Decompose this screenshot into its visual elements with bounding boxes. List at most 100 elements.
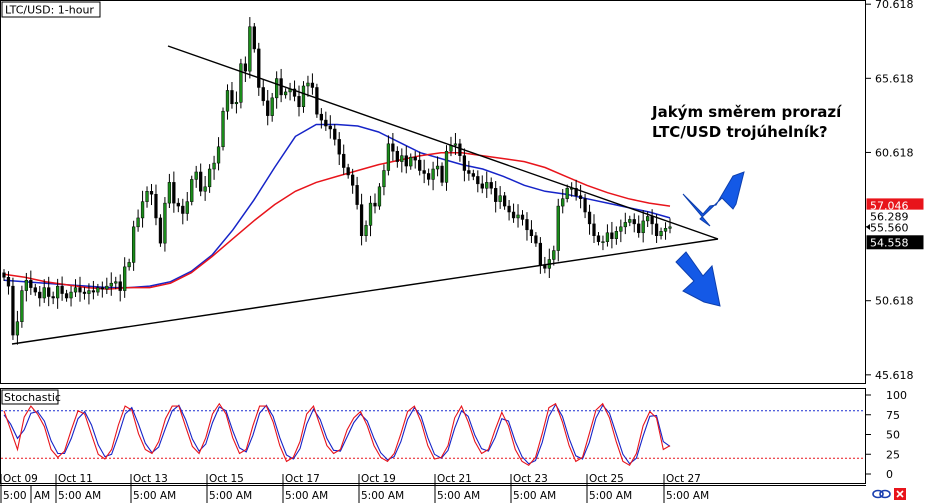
candle-bear [33,287,37,293]
candle-bear [261,87,265,102]
date-label: Oct 21 [437,473,472,485]
candle-bull [561,198,565,207]
stochastic-tick-label: 100 [886,389,907,402]
candle-bear [520,214,525,220]
candle-bear [337,139,341,155]
candle-bear [418,159,422,171]
candle-bear [51,296,55,299]
candle-bear [82,291,87,294]
candle-bull [87,290,91,294]
candle-bull [377,186,382,207]
candle-bear [310,82,315,88]
candle-bull [239,63,243,103]
stochastic-lines [3,402,671,467]
candle-bull [270,97,274,116]
candle-bull [15,321,20,336]
candle-bull [185,201,189,214]
candle-bull [435,165,440,170]
candle-bull [453,143,458,146]
time-label: 5:00 AM [437,490,480,502]
stochastic-levels [1,410,865,459]
date-label: Oct 27 [666,473,701,485]
candle-bear [29,279,33,288]
candle-bear [2,272,6,278]
stochastic-label: Stochastic [4,391,61,404]
candle-bull [275,78,279,99]
candle-bear [543,265,547,269]
candle-bear [462,155,467,171]
candle-bear [511,211,516,219]
candle-bear [426,173,431,180]
candle-bull [301,85,306,107]
candle-bear [359,204,364,236]
time-label: 5:00 AM [589,490,632,502]
lower-trendline [11,238,719,345]
annotation-line-2: LTC/USD trojúhelník? [652,123,828,141]
candle-bear [494,188,498,202]
candle-bull [444,150,449,183]
candle-bear [118,281,122,291]
candle-bull [140,201,145,219]
candle-bull [105,285,109,290]
candle-bull [145,191,149,202]
candle-bear [333,128,337,140]
candle-bear [257,48,261,88]
candle-bear [172,182,176,204]
candle-bear [467,170,471,174]
blue-moving-average-line [3,123,671,289]
upper-trendline [167,45,719,240]
candle-bull [109,282,113,287]
candle-bear [592,223,596,236]
time-label: 5:00 AM [209,490,252,502]
moving-averages [3,123,671,290]
candle-bull [659,231,663,236]
candle-bear [266,100,270,116]
candle-bull [24,279,28,291]
candle-bear [78,287,82,293]
candle-bull [127,262,131,268]
candle-bull [96,287,100,293]
candle-bull [306,82,310,87]
time-label: 5:00 AM [58,490,101,502]
link-icon[interactable] [872,489,891,499]
candle-bear [529,229,534,236]
candle-bull [234,102,239,105]
stochastic-tick-label: 50 [886,429,900,442]
candle-bull [42,287,46,299]
candle-bear [324,119,328,127]
candle-bear [38,291,42,299]
candle-bear [395,150,399,162]
candle-bear [328,125,332,130]
time-label: 5:00 AM [666,490,709,502]
price-label: 55.560 [870,221,909,234]
candle-bear [404,155,408,167]
candle-bull [56,285,60,299]
annotation-line-1: Jakým směrem prorazí [651,103,842,121]
candle-bull [167,182,172,204]
candle-bull [663,228,668,232]
candle-bear [578,195,583,199]
candle-bull [641,220,645,234]
price-tick-label: 60.618 [875,146,914,159]
price-label: 57.046 [870,199,909,212]
candle-bear [422,170,426,174]
candle-bear [587,211,592,225]
candle-bear [60,285,64,294]
time-label-partial: AM [34,490,50,502]
candle-bull [646,216,650,222]
candle-bear [230,90,234,105]
close-icon[interactable] [894,488,906,500]
date-label: Oct 19 [361,473,396,485]
candle-bear [534,235,538,244]
candle-bull [225,90,230,112]
candle-bull [114,281,118,284]
arrow-down-icon [675,251,721,307]
price-label: 54.558 [870,236,909,249]
candle-bull [20,290,24,322]
candle-bear [252,26,256,50]
candle-bull [212,162,216,170]
date-label: Oct 17 [285,473,320,485]
candle-bull [552,250,556,260]
